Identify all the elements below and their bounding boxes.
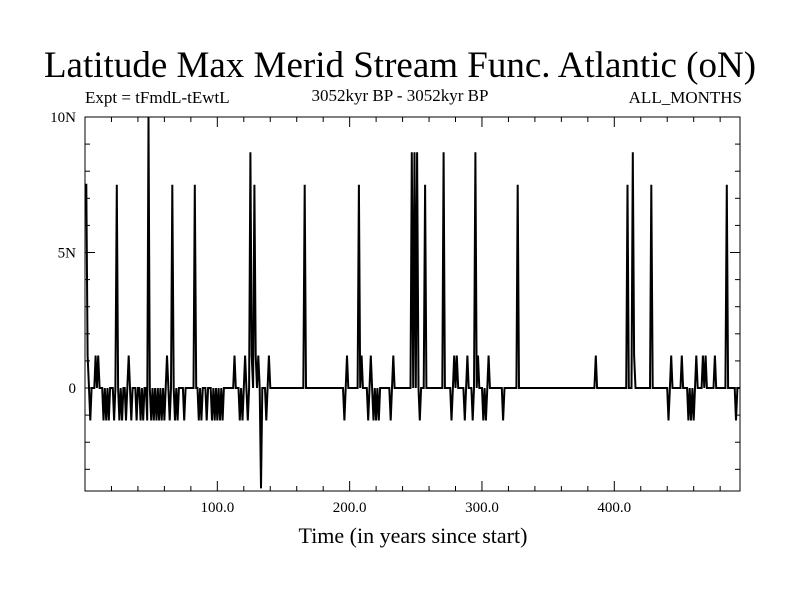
tick-labels: 100.0 200.0 300.0 400.0 0 5N 10N: [50, 110, 631, 516]
x-tick-label: 100.0: [200, 500, 234, 516]
y-tick-label: 0: [69, 381, 77, 397]
period-label: 3052kyr BP - 3052kyr BP: [311, 86, 489, 105]
plot-frame: [84, 116, 741, 492]
x-tick-label: 200.0: [333, 500, 367, 516]
ticks: [85, 117, 740, 491]
months-label: ALL_MONTHS: [628, 88, 742, 107]
y-tick-label: 10N: [50, 110, 76, 126]
x-tick-label: 300.0: [465, 500, 499, 516]
y-tick-label: 5N: [58, 246, 77, 262]
experiment-label: Expt = tFmdL-tEwtL: [85, 88, 230, 107]
chart-title: Latitude Max Merid Stream Func. Atlantic…: [43, 45, 757, 86]
x-axis-label: Time (in years since start): [298, 523, 528, 548]
x-tick-label: 400.0: [597, 500, 631, 516]
series-line: [85, 116, 740, 489]
